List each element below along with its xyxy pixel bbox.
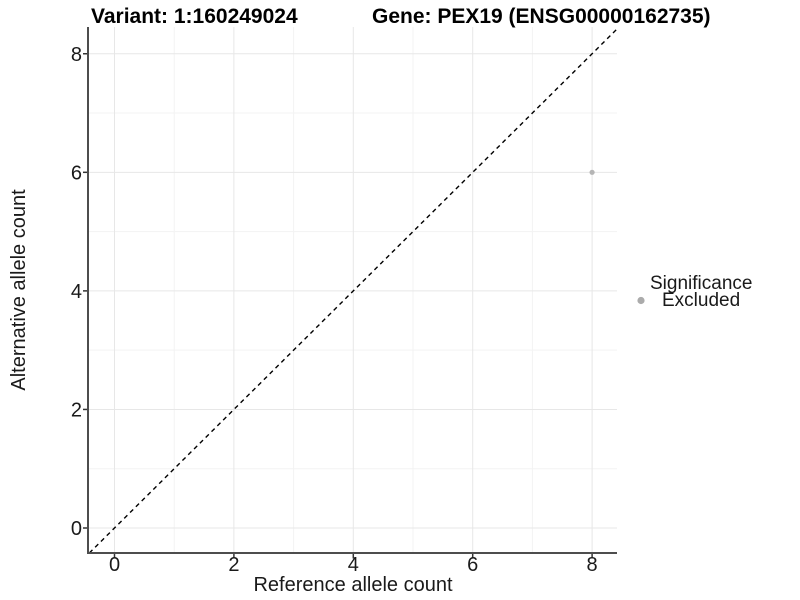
- y-tick-label: 8: [71, 44, 82, 66]
- identity-dashed-line: [88, 28, 618, 554]
- y-tick-label: 0: [71, 518, 82, 540]
- tick-marks-layer: [83, 53, 593, 559]
- legend-item-excluded-label: Excluded: [662, 290, 740, 311]
- plot-title-variant: Variant: 1:160249024: [91, 5, 298, 28]
- y-tick-label: 6: [71, 162, 82, 184]
- data-point: [589, 169, 595, 175]
- y-axis-title: Alternative allele count: [8, 189, 30, 391]
- x-axis-title: Reference allele count: [253, 574, 452, 596]
- x-tick-label: 8: [587, 554, 598, 576]
- minor-gridlines: [87, 27, 617, 553]
- major-gridlines: [87, 27, 617, 553]
- x-tick-label: 4: [348, 554, 359, 576]
- y-tick-label: 2: [71, 399, 82, 421]
- x-tick-label: 0: [109, 554, 120, 576]
- tick-labels-layer: 0 2 4 6 8 0 2 4 6 8: [71, 44, 598, 576]
- plot-title-gene: Gene: PEX19 (ENSG00000162735): [372, 5, 711, 28]
- x-tick-label: 6: [467, 554, 478, 576]
- y-tick-label: 4: [71, 281, 82, 303]
- legend-title: Significance: [650, 273, 752, 294]
- data-points-layer: [589, 169, 595, 175]
- identity-line-layer: [88, 28, 618, 554]
- legend: Significance Excluded: [637, 273, 752, 311]
- legend-key-excluded-dot: [637, 296, 645, 305]
- x-tick-label: 2: [228, 554, 239, 576]
- axis-lines-layer: [87, 27, 617, 554]
